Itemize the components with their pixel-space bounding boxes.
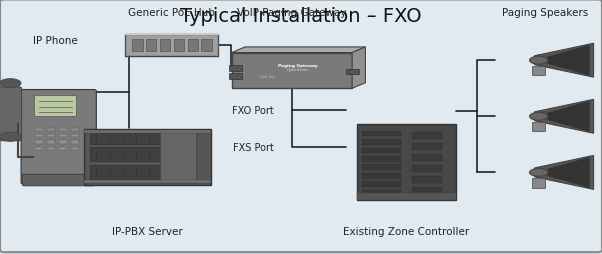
Bar: [412, 144, 442, 151]
Bar: [35, 134, 43, 138]
Bar: [71, 134, 79, 138]
Bar: [356, 124, 456, 201]
Bar: [59, 141, 67, 144]
Bar: [84, 180, 211, 183]
Circle shape: [530, 169, 548, 177]
Bar: [160, 132, 196, 183]
FancyBboxPatch shape: [21, 90, 96, 184]
Bar: [188, 40, 198, 52]
Text: FXO Port: FXO Port: [232, 105, 274, 116]
Bar: [229, 66, 242, 72]
Bar: [90, 148, 172, 162]
Bar: [47, 134, 55, 138]
Text: Existing Zone Controller: Existing Zone Controller: [343, 226, 470, 236]
Bar: [47, 128, 55, 132]
Polygon shape: [547, 102, 589, 132]
Polygon shape: [535, 100, 594, 134]
Text: Paging Speakers: Paging Speakers: [501, 8, 588, 18]
Bar: [84, 130, 211, 185]
Bar: [356, 193, 456, 201]
Bar: [132, 40, 143, 52]
Bar: [174, 40, 184, 52]
Bar: [35, 141, 43, 144]
Bar: [160, 40, 170, 52]
Text: CyberData: CyberData: [287, 68, 309, 72]
Bar: [59, 128, 67, 132]
Circle shape: [0, 133, 21, 142]
Bar: [84, 130, 211, 133]
Bar: [412, 154, 442, 162]
Bar: [232, 53, 352, 89]
Bar: [35, 147, 43, 151]
Bar: [346, 69, 359, 75]
Bar: [532, 66, 545, 76]
Bar: [412, 187, 442, 194]
Polygon shape: [232, 48, 365, 53]
Text: VoIP Paging Gateway: VoIP Paging Gateway: [237, 8, 347, 18]
Polygon shape: [535, 44, 594, 78]
Bar: [71, 141, 79, 144]
Bar: [35, 128, 43, 132]
Text: FXS Port: FXS Port: [233, 142, 274, 152]
Bar: [412, 165, 442, 172]
Bar: [59, 147, 67, 151]
Text: Line Out: Line Out: [261, 74, 275, 78]
Bar: [47, 141, 55, 144]
Polygon shape: [547, 46, 589, 76]
Bar: [90, 131, 172, 145]
Bar: [412, 133, 442, 140]
Bar: [71, 128, 79, 132]
Text: IP Phone: IP Phone: [33, 36, 78, 46]
Bar: [202, 40, 212, 52]
Bar: [71, 147, 79, 151]
FancyBboxPatch shape: [0, 87, 22, 141]
Bar: [125, 35, 218, 57]
Bar: [361, 165, 401, 170]
FancyBboxPatch shape: [22, 174, 95, 186]
Bar: [47, 147, 55, 151]
Circle shape: [0, 79, 21, 88]
Circle shape: [530, 113, 548, 121]
Text: Typical Installation – FXO: Typical Installation – FXO: [180, 7, 422, 26]
Text: Paging Gateway: Paging Gateway: [278, 64, 318, 68]
Bar: [532, 178, 545, 188]
Bar: [361, 148, 401, 154]
Bar: [361, 182, 401, 187]
Bar: [361, 156, 401, 162]
Bar: [361, 190, 401, 196]
Polygon shape: [352, 48, 365, 89]
Text: IP-PBX Server: IP-PBX Server: [112, 226, 183, 236]
Circle shape: [530, 57, 548, 65]
Bar: [361, 173, 401, 179]
Bar: [146, 40, 157, 52]
Text: Generic PoE Hub: Generic PoE Hub: [128, 8, 215, 18]
Polygon shape: [535, 156, 594, 189]
Bar: [90, 165, 172, 179]
Bar: [361, 140, 401, 145]
Bar: [229, 74, 242, 79]
Bar: [532, 122, 545, 132]
Polygon shape: [547, 157, 589, 188]
Bar: [59, 134, 67, 138]
Bar: [361, 131, 401, 137]
Bar: [34, 95, 76, 117]
Bar: [412, 176, 442, 183]
